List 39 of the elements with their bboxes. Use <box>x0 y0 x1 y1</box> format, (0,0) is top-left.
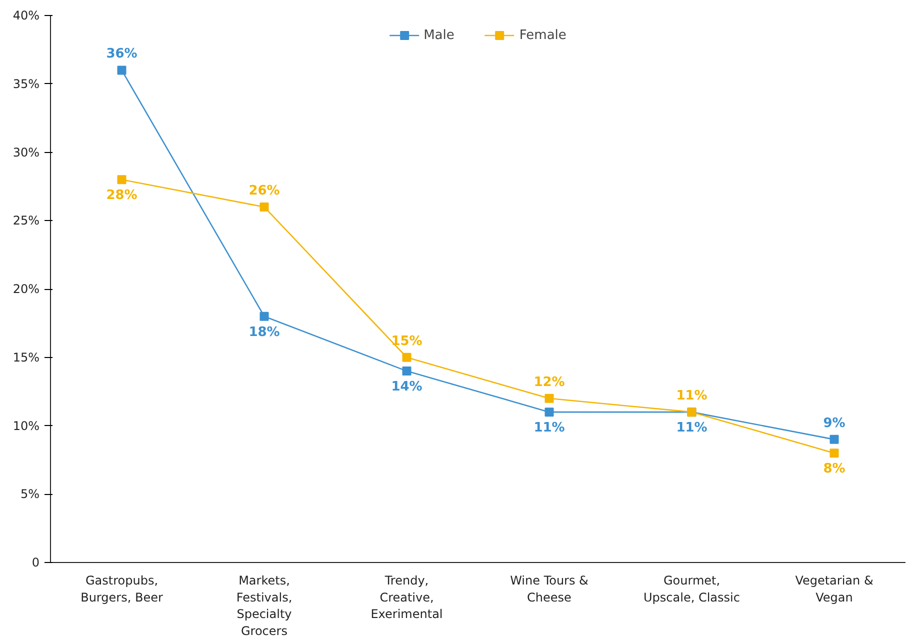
y-tick-label: 30% <box>12 145 40 160</box>
point <box>260 312 269 321</box>
data-label: 18% <box>248 324 280 340</box>
y-tick-label: 25% <box>12 214 40 228</box>
data-label: 28% <box>106 188 138 204</box>
data-label: 14% <box>391 380 422 395</box>
point <box>544 408 554 417</box>
data-label: 26% <box>248 183 280 198</box>
y-tick-label: 20% <box>12 282 40 296</box>
data-label: 9% <box>823 416 846 431</box>
point <box>402 366 412 376</box>
x-tick-label: Trendy, Creative, Exerimental <box>370 574 443 622</box>
y-tick-label: 10% <box>12 418 40 433</box>
x-tick-label: Gourmet, Upscale, Classic <box>644 574 740 604</box>
point <box>544 394 554 403</box>
legend-label: Male <box>424 28 454 42</box>
data-label: 15% <box>391 334 422 349</box>
data-label: 8% <box>823 462 846 477</box>
y-tick-label: 35% <box>12 76 40 91</box>
x-tick-label: Gastropubs, Burgers, Beer <box>80 574 163 604</box>
x-tick-label: Vegetarian & Vegan <box>795 574 874 604</box>
y-tick-label: 15% <box>12 350 40 364</box>
point <box>830 448 839 458</box>
data-label: 11% <box>676 420 708 436</box>
x-tick-label: Markets, Festivals, Specialty Grocers <box>236 574 292 638</box>
point <box>260 202 269 212</box>
data-label: 36% <box>106 46 138 62</box>
point <box>830 434 839 444</box>
data-label: 12% <box>534 374 565 390</box>
y-tick-label: 0 <box>32 556 40 570</box>
point <box>402 352 412 362</box>
data-label: 11% <box>676 388 708 404</box>
y-tick-label: 40% <box>12 8 40 22</box>
point <box>117 66 126 75</box>
y-tick-label: 5% <box>20 487 40 502</box>
data-label: 11% <box>534 420 565 436</box>
x-tick-label: Wine Tours & Cheese <box>510 574 588 604</box>
point <box>117 175 126 184</box>
legend-label: Female <box>519 28 566 42</box>
